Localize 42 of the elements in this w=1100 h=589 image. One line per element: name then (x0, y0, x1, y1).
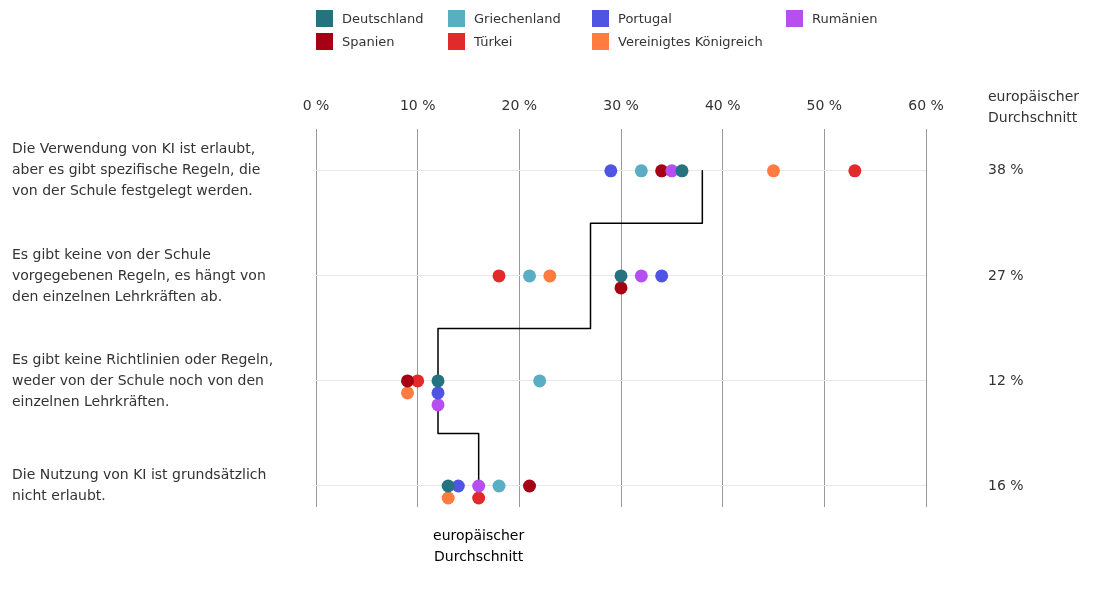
legend-label: Türkei (474, 34, 513, 49)
x-tick-label: 20 % (501, 97, 538, 114)
point (533, 374, 547, 388)
point (492, 269, 506, 283)
point (675, 164, 689, 178)
data-label: 16 % (988, 476, 1024, 493)
data-label: 27 % (988, 266, 1024, 283)
legend-label: Griechenland (474, 11, 561, 26)
x-tick-label: 60 % (908, 97, 944, 114)
data-label: 12 % (988, 371, 1024, 388)
text: europäischer Durchschnitt (988, 87, 1080, 125)
point (634, 269, 648, 283)
point (655, 269, 669, 283)
point (848, 164, 862, 178)
point (441, 479, 455, 493)
point (614, 269, 628, 283)
point (523, 479, 536, 493)
x-tick-label: 50 % (806, 97, 843, 114)
point (523, 269, 536, 283)
legend-label: Rumänien (812, 11, 878, 26)
x-tick-label: 40 % (704, 97, 741, 114)
point (472, 479, 486, 493)
y-tick-label: Die Nutzung von KI ist grundsätzlich nicht erlaubt. (12, 466, 267, 504)
legend-label: Vereinigtes Königreich (618, 34, 763, 49)
y-tick-label: Die Verwendung von KI ist erlaubt, aber es gibt spezifische Regeln, die von der Schule festgelegt werden. (12, 140, 261, 199)
x-tick-label: 0 % (302, 97, 330, 114)
point (431, 374, 445, 388)
legend-label: Deutschland (342, 11, 424, 26)
point (767, 164, 780, 178)
point (401, 374, 414, 388)
legend-label: Portugal (618, 11, 672, 26)
point (543, 269, 557, 283)
x-tick-label: 30 % (603, 97, 639, 114)
text: europäischer Durchschnitt (433, 526, 525, 564)
point (604, 164, 618, 178)
data-label: 38 % (988, 161, 1024, 178)
y-tick-label: Es gibt keine Richtlinien oder Regeln, weder von der Schule noch von den einzelnen Lehrkräften. (12, 350, 274, 409)
point (492, 479, 506, 493)
x-tick-label: 10 % (399, 97, 436, 114)
y-tick-label: Es gibt keine von der Schule vorgegebenen Regeln, es hängt von den einzelnen Lehrkräften ab. (12, 245, 266, 304)
point (634, 164, 648, 178)
legend-label: Spanien (342, 34, 395, 49)
